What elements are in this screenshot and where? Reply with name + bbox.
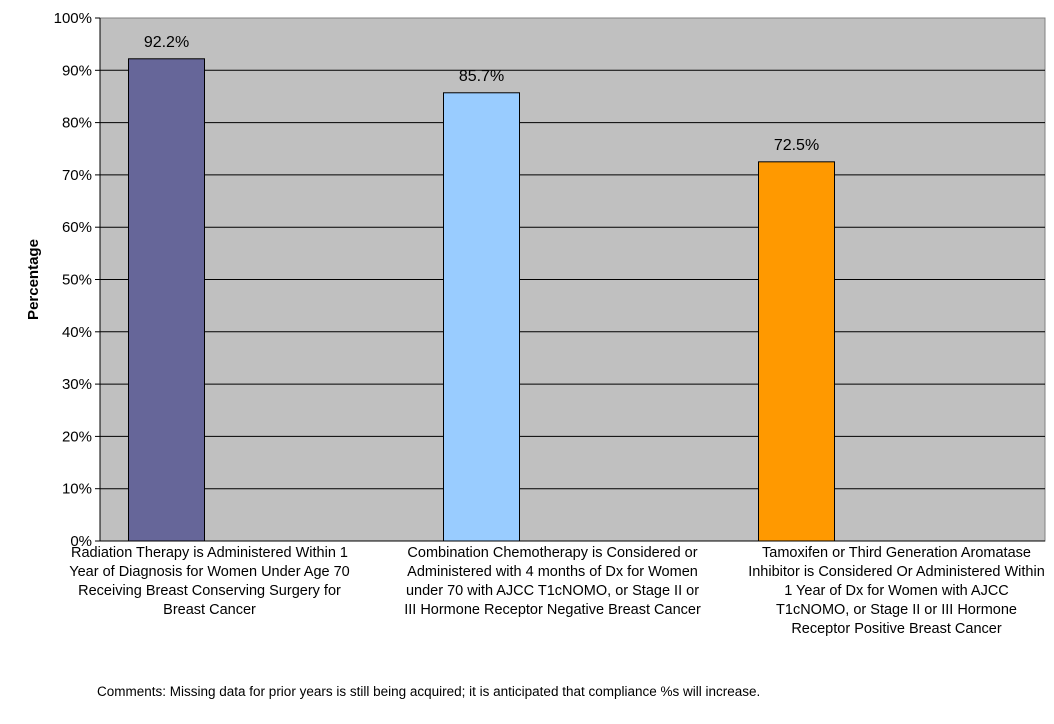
- bars: [128, 58, 835, 542]
- y-tick-label: 70%: [62, 167, 92, 184]
- y-axis-label: Percentage: [25, 239, 42, 320]
- y-tick-label: 50%: [62, 272, 92, 289]
- bar-chart: 0% 10% 20% 30% 40% 50% 60% 70% 80% 90% 100% 92.2% 8…: [25, 10, 1046, 550]
- y-tick-label: 90%: [62, 62, 92, 79]
- y-tick-label: 80%: [62, 115, 92, 132]
- data-labels: 92.2% 85.7% 72.5%: [144, 34, 819, 154]
- x-category-label: Radiation Therapy is Administered Within…: [69, 545, 350, 618]
- y-tick-label: 40%: [62, 324, 92, 341]
- bar: [758, 161, 835, 542]
- gridlines: [100, 69, 1045, 490]
- data-label: 85.7%: [459, 68, 504, 85]
- y-tick-label: 30%: [62, 376, 92, 393]
- y-tick-label: 20%: [62, 428, 92, 445]
- y-axis-ticks: 0% 10% 20% 30% 40% 50% 60% 70% 80% 90% 100%: [54, 10, 1045, 550]
- x-category-label: Tamoxifen or Third Generation Aromatase …: [748, 545, 1045, 637]
- y-tick-label: 0%: [70, 533, 92, 550]
- data-label: 92.2%: [144, 34, 189, 51]
- bar: [443, 92, 520, 542]
- y-tick-label: 10%: [62, 481, 92, 498]
- bar: [128, 58, 205, 542]
- data-label: 72.5%: [774, 137, 819, 154]
- chart-comments: Comments: Missing data for prior years i…: [97, 684, 761, 699]
- y-tick-label: 100%: [54, 10, 92, 27]
- x-category-label: Combination Chemotherapy is Considered o…: [404, 545, 701, 618]
- y-tick-label: 60%: [62, 219, 92, 236]
